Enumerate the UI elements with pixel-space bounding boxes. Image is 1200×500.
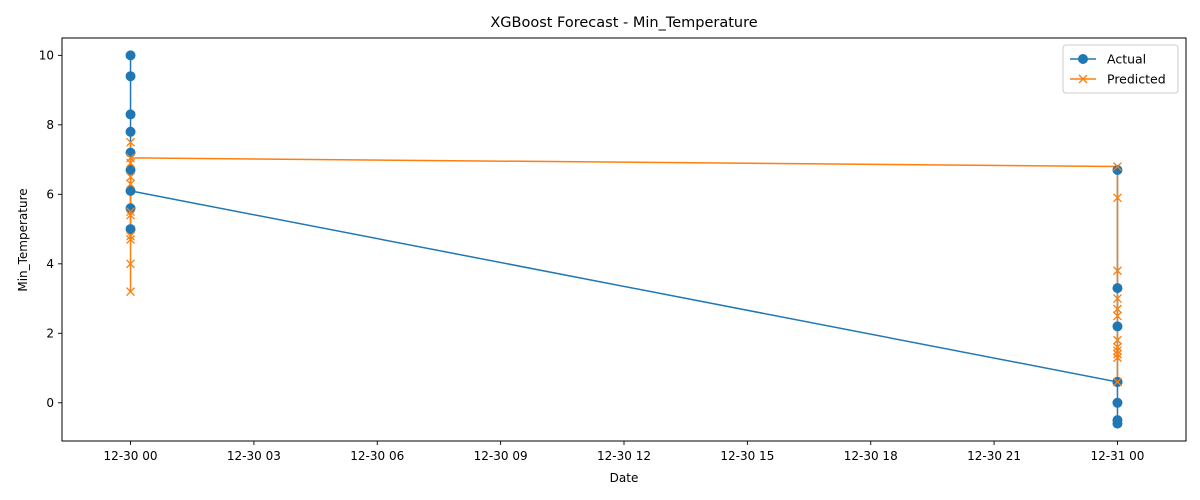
data-point-actual bbox=[125, 165, 136, 176]
x-tick-label: 12-30 18 bbox=[844, 449, 898, 463]
data-point-predicted bbox=[1113, 353, 1122, 363]
chart-title: XGBoost Forecast - Min_Temperature bbox=[490, 15, 757, 31]
data-point-predicted bbox=[126, 259, 135, 269]
data-point-predicted bbox=[1113, 304, 1122, 314]
x-tick-label: 12-30 00 bbox=[104, 449, 158, 463]
data-point-predicted bbox=[1113, 335, 1122, 345]
data-point-predicted bbox=[126, 231, 135, 241]
x-tick-label: 12-30 12 bbox=[597, 449, 651, 463]
data-point-predicted bbox=[126, 207, 135, 217]
x-axis-ticks: 12-30 00 12-30 03 12-30 06 12-30 09 12-30 12… bbox=[104, 441, 1144, 463]
y-axis-label: Min_Temperature bbox=[16, 188, 30, 291]
data-point-actual bbox=[125, 109, 136, 120]
x-tick-label: 12-30 03 bbox=[227, 449, 281, 463]
data-point-predicted bbox=[126, 210, 135, 220]
data-point-actual bbox=[125, 147, 136, 158]
data-point-predicted bbox=[1113, 346, 1122, 356]
data-point-predicted bbox=[126, 137, 135, 147]
legend-swatch-marker bbox=[1078, 54, 1088, 64]
legend-item-actual: Actual bbox=[1070, 52, 1146, 67]
data-point-predicted bbox=[126, 172, 135, 182]
data-point-actual bbox=[1112, 321, 1123, 332]
y-axis-ticks: 0 2 4 6 8 10 bbox=[39, 48, 62, 410]
data-point-predicted bbox=[126, 153, 135, 163]
y-tick-label: 6 bbox=[46, 187, 54, 201]
data-point-predicted bbox=[1113, 342, 1122, 352]
legend-label: Actual bbox=[1107, 52, 1146, 67]
x-tick-label: 12-31 00 bbox=[1090, 449, 1144, 463]
data-point-predicted bbox=[126, 287, 135, 297]
data-point-predicted bbox=[1113, 266, 1122, 276]
y-tick-label: 0 bbox=[46, 396, 54, 410]
data-point-actual bbox=[1112, 418, 1123, 429]
data-point-actual bbox=[125, 126, 136, 137]
x-tick-label: 12-30 15 bbox=[720, 449, 774, 463]
data-point-predicted bbox=[1113, 311, 1122, 321]
legend: Actual Predicted bbox=[1062, 44, 1179, 94]
data-point-predicted bbox=[1113, 294, 1122, 304]
data-point-predicted bbox=[126, 235, 135, 244]
data-point-actual bbox=[125, 71, 136, 82]
data-point-actual bbox=[125, 203, 136, 214]
data-point-predicted bbox=[1113, 193, 1122, 203]
legend-label: Predicted bbox=[1107, 72, 1166, 87]
x-tick-label: 12-30 06 bbox=[350, 449, 404, 463]
y-tick-label: 2 bbox=[46, 326, 54, 340]
x-tick-label: 12-30 21 bbox=[967, 449, 1021, 463]
y-tick-label: 10 bbox=[39, 48, 54, 62]
data-point-predicted bbox=[1113, 162, 1122, 172]
data-point-actual bbox=[125, 50, 136, 61]
data-point-actual bbox=[125, 224, 136, 235]
data-point-actual bbox=[1112, 283, 1123, 294]
x-axis-label: Date bbox=[610, 471, 639, 485]
x-tick-label: 12-30 09 bbox=[474, 449, 528, 463]
data-point-predicted bbox=[1113, 349, 1122, 359]
data-point-actual bbox=[1112, 165, 1123, 176]
legend-box bbox=[1062, 44, 1179, 94]
legend-item-predicted: Predicted bbox=[1070, 72, 1166, 87]
data-point-actual bbox=[125, 185, 136, 196]
y-tick-label: 4 bbox=[46, 257, 54, 271]
y-tick-label: 8 bbox=[46, 118, 54, 132]
data-point-actual bbox=[1112, 397, 1123, 408]
data-point-predicted bbox=[126, 179, 135, 189]
legend-swatch-marker bbox=[1078, 74, 1088, 84]
series-markers bbox=[125, 50, 1123, 429]
data-point-predicted bbox=[1113, 377, 1122, 387]
